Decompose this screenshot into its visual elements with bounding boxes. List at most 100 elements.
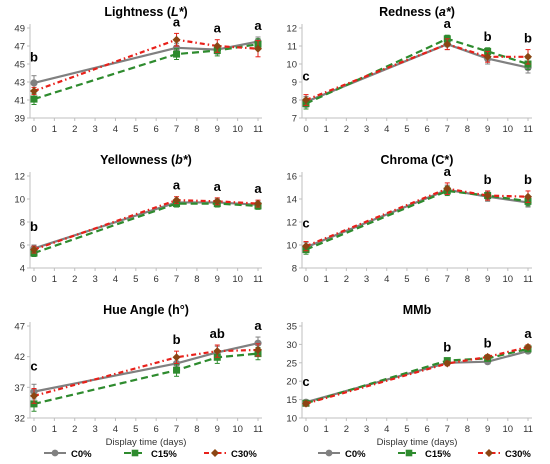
x-tick-label: 11 bbox=[523, 424, 533, 435]
y-tick-label: 8 bbox=[20, 218, 25, 229]
series-c15pct bbox=[302, 34, 532, 110]
data-point bbox=[30, 87, 38, 95]
panel-title-part: Redness ( bbox=[379, 5, 440, 19]
data-point bbox=[254, 44, 262, 53]
legend-marker bbox=[131, 449, 139, 457]
x-tick-label: 6 bbox=[154, 274, 159, 285]
significance-letter: a bbox=[524, 326, 532, 341]
x-tick-label: 1 bbox=[324, 274, 329, 285]
legend-marker bbox=[485, 449, 493, 457]
data-point bbox=[254, 199, 262, 208]
legend-label: C15% bbox=[425, 449, 451, 460]
panel-title: Yellowness (b*) bbox=[100, 153, 192, 167]
y-tick-label: 16 bbox=[286, 172, 297, 183]
x-tick-label: 11 bbox=[253, 424, 263, 435]
legend-marker bbox=[405, 449, 413, 457]
y-tick-label: 10 bbox=[286, 414, 297, 425]
significance-letter: c bbox=[302, 69, 309, 84]
y-tick-label: 41 bbox=[14, 96, 25, 107]
series-line bbox=[33, 202, 259, 255]
x-tick-label: 8 bbox=[465, 274, 470, 285]
y-tick-label: 32 bbox=[14, 414, 25, 425]
x-tick-label: 2 bbox=[72, 424, 77, 435]
significance-letter: c bbox=[30, 358, 37, 373]
series-line bbox=[305, 37, 529, 105]
y-tick-label: 12 bbox=[286, 218, 297, 229]
data-point bbox=[213, 42, 222, 50]
x-tick-label: 0 bbox=[31, 424, 36, 435]
x-tick-label: 9 bbox=[485, 274, 490, 285]
y-tick-label: 11 bbox=[287, 42, 297, 53]
x-tick-label: 4 bbox=[113, 124, 118, 135]
y-tick-label: 49 bbox=[14, 24, 25, 35]
significance-letter: b bbox=[484, 29, 492, 44]
series-c15pct bbox=[30, 38, 262, 105]
x-tick-label: 6 bbox=[154, 124, 159, 135]
panel-title: Redness (a*) bbox=[379, 5, 455, 19]
y-tick-label: 35 bbox=[286, 322, 297, 333]
significance-letter: ab bbox=[210, 326, 225, 341]
data-point bbox=[213, 197, 222, 206]
series-line bbox=[33, 38, 259, 93]
x-tick-label: 6 bbox=[424, 424, 429, 435]
data-point bbox=[483, 352, 492, 361]
data-point bbox=[443, 40, 452, 49]
x-tick-label: 7 bbox=[445, 124, 450, 135]
legend-marker bbox=[51, 449, 59, 457]
x-tick-label: 5 bbox=[133, 124, 138, 135]
series-c30pct bbox=[302, 342, 532, 408]
x-tick-label: 2 bbox=[344, 274, 349, 285]
x-tick-label: 9 bbox=[215, 424, 220, 435]
data-point bbox=[173, 366, 181, 374]
legend-label: C0% bbox=[345, 449, 366, 460]
significance-letter: b bbox=[484, 336, 492, 351]
data-point bbox=[30, 400, 38, 408]
significance-letter: a bbox=[173, 14, 181, 29]
legend-1: C0% C15% C30% bbox=[44, 449, 257, 460]
x-tick-label: 7 bbox=[174, 274, 179, 285]
significance-letter: a bbox=[254, 18, 262, 33]
y-tick-label: 9 bbox=[292, 78, 297, 89]
x-tick-label: 4 bbox=[384, 424, 389, 435]
x-tick-label: 1 bbox=[324, 424, 329, 435]
series-line bbox=[33, 348, 259, 397]
series-c15pct bbox=[30, 199, 262, 257]
series-c30pct bbox=[30, 196, 262, 254]
x-tick-label: 3 bbox=[92, 274, 97, 285]
y-tick-label: 7 bbox=[292, 114, 297, 125]
x-tick-label: 10 bbox=[503, 274, 514, 285]
panel-title: Hue Angle (h°) bbox=[103, 303, 189, 317]
x-tick-label: 5 bbox=[404, 424, 409, 435]
y-tick-label: 6 bbox=[20, 241, 25, 252]
significance-letter: b bbox=[30, 219, 38, 234]
y-tick-label: 30 bbox=[286, 340, 297, 351]
x-tick-label: 2 bbox=[344, 124, 349, 135]
data-point bbox=[302, 399, 310, 408]
data-point bbox=[254, 339, 262, 347]
data-point bbox=[213, 347, 222, 356]
x-tick-label: 9 bbox=[485, 424, 490, 435]
significance-letter: b bbox=[173, 332, 181, 347]
x-tick-label: 4 bbox=[384, 274, 389, 285]
data-point bbox=[483, 52, 492, 61]
series-c30pct bbox=[30, 343, 262, 404]
x-tick-label: 5 bbox=[404, 124, 409, 135]
y-tick-label: 4 bbox=[20, 264, 25, 275]
x-tick-label: 7 bbox=[445, 424, 450, 435]
y-tick-label: 12 bbox=[14, 172, 25, 183]
x-tick-label: 9 bbox=[215, 124, 220, 135]
panel-title-part: a* bbox=[439, 5, 452, 19]
significance-letter: b bbox=[30, 50, 38, 65]
legend-marker bbox=[211, 449, 219, 457]
x-tick-label: 9 bbox=[485, 124, 490, 135]
series-c30pct bbox=[302, 38, 532, 106]
data-point bbox=[30, 79, 38, 87]
significance-letter: a bbox=[214, 21, 222, 36]
x-tick-label: 5 bbox=[404, 274, 409, 285]
x-tick-label: 8 bbox=[194, 124, 199, 135]
x-tick-label: 6 bbox=[424, 274, 429, 285]
data-point bbox=[524, 52, 532, 61]
series-c0pct bbox=[30, 336, 262, 400]
